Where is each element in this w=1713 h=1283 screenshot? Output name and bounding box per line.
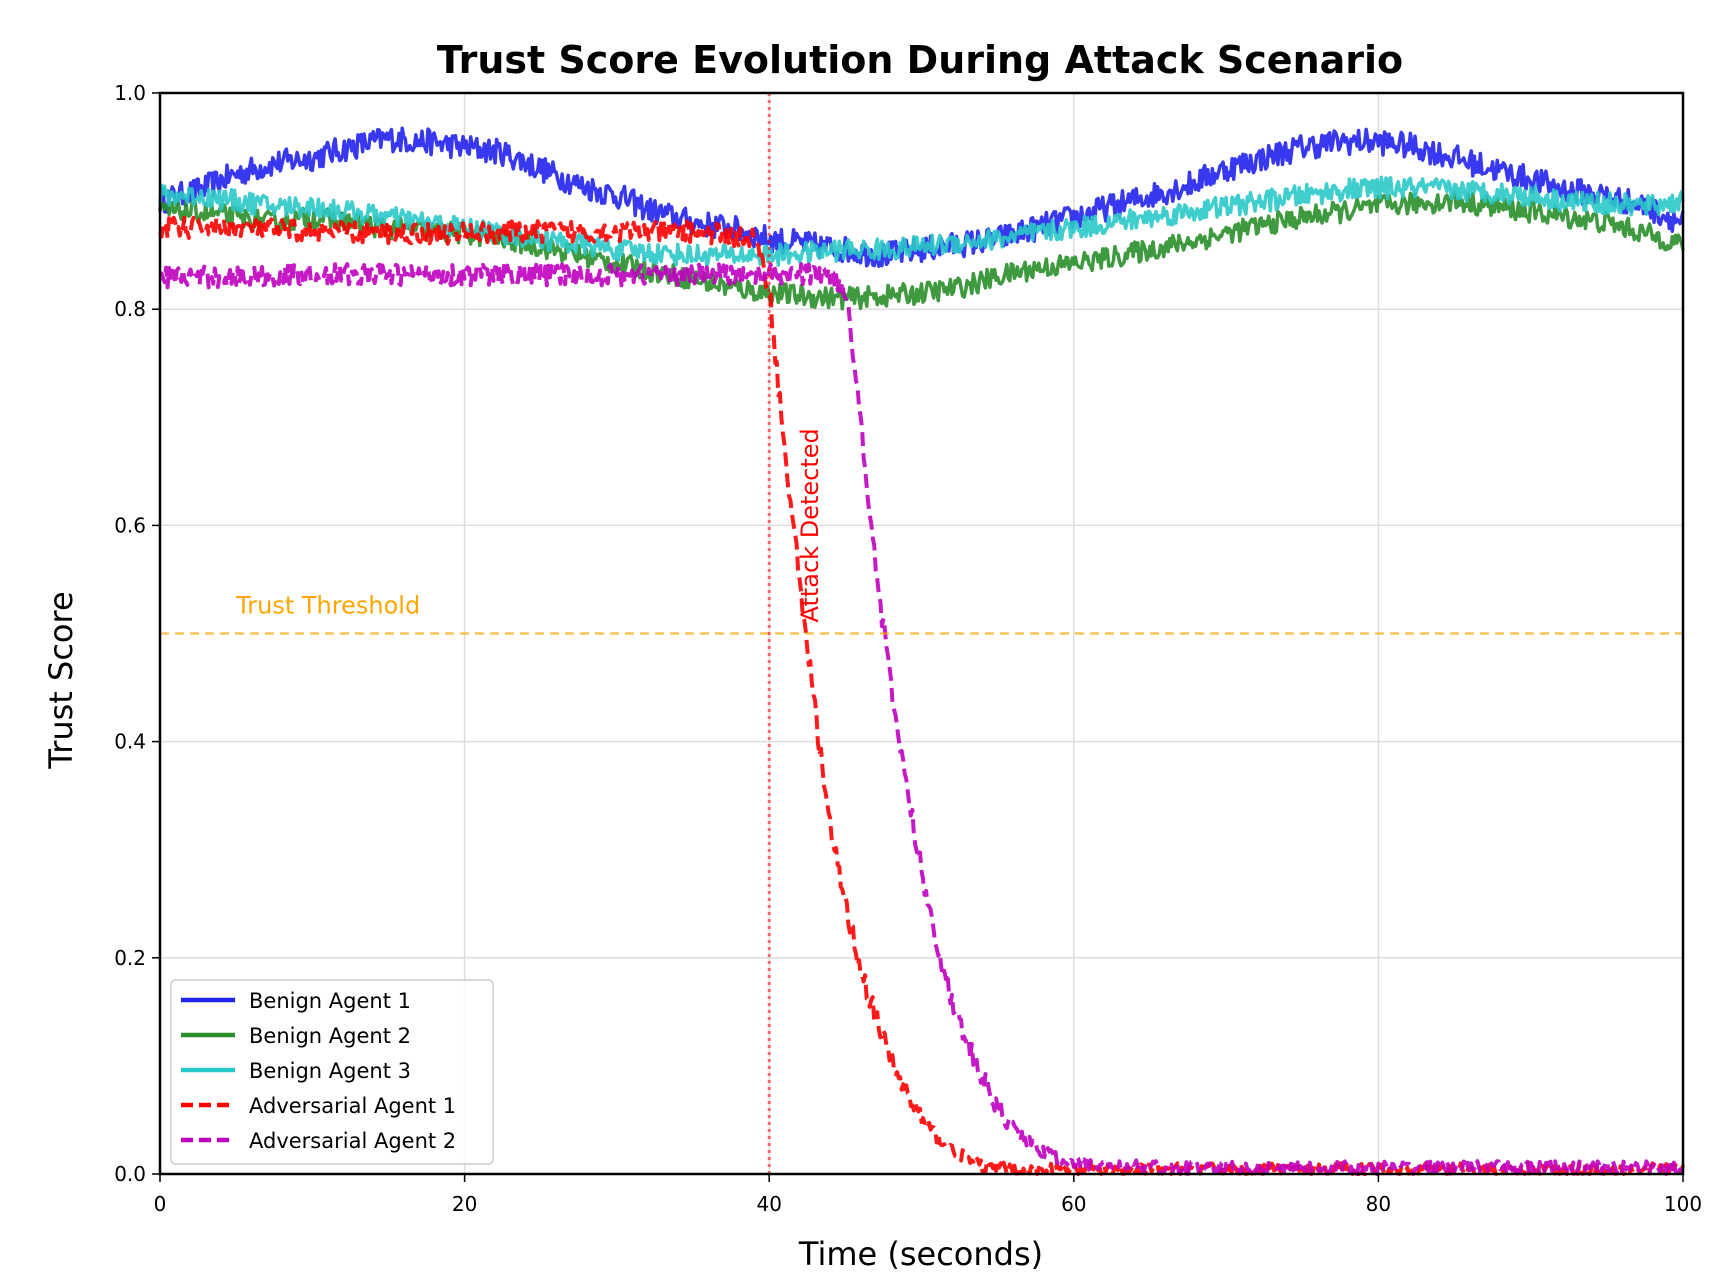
legend-label: Benign Agent 1 — [249, 989, 411, 1013]
attack-label: Attack Detected — [796, 428, 824, 622]
plot-frame — [158, 91, 1685, 1176]
x-tick-label: 100 — [1664, 1192, 1702, 1216]
y-tick-label: 0.6 — [114, 513, 146, 537]
legend-label: Adversarial Agent 1 — [249, 1094, 456, 1118]
y-tick-label: 0.8 — [114, 297, 146, 321]
series-line-benign-agent-1 — [158, 126, 1685, 268]
series-line-adversarial-agent-2 — [158, 261, 1685, 1176]
x-tick-label: 40 — [756, 1192, 781, 1216]
axis-ticks: 0 20 40 60 80 100 0.0 0.2 0.4 0.6 0.8 1.0 — [114, 81, 1702, 1216]
annotations: Trust Threshold Attack Detected — [160, 93, 1683, 1174]
x-tick-label: 80 — [1366, 1192, 1391, 1216]
y-axis-label: Trust Score — [42, 591, 80, 769]
y-tick-label: 0.0 — [114, 1162, 146, 1186]
x-axis-label: Time (seconds) — [798, 1235, 1043, 1273]
x-tick-label: 60 — [1061, 1192, 1086, 1216]
legend-box — [170, 979, 494, 1165]
y-tick-label: 0.4 — [114, 730, 146, 754]
series-group — [158, 126, 1685, 1176]
legend-label: Adversarial Agent 2 — [249, 1129, 456, 1153]
legend: Benign Agent 1 Benign Agent 2 Benign Agent… — [170, 979, 494, 1165]
x-tick-label: 20 — [452, 1192, 477, 1216]
y-tick-label: 1.0 — [114, 81, 146, 105]
y-tick-label: 0.2 — [114, 946, 146, 970]
legend-label: Benign Agent 2 — [249, 1024, 411, 1048]
threshold-label: Trust Threshold — [235, 592, 420, 620]
x-tick-label: 0 — [154, 1192, 167, 1216]
chart-title: Trust Score Evolution During Attack Scen… — [437, 38, 1403, 82]
legend-label: Benign Agent 3 — [249, 1059, 411, 1083]
series-line-adversarial-agent-1 — [158, 215, 1685, 1176]
series-line-benign-agent-3 — [158, 175, 1685, 268]
